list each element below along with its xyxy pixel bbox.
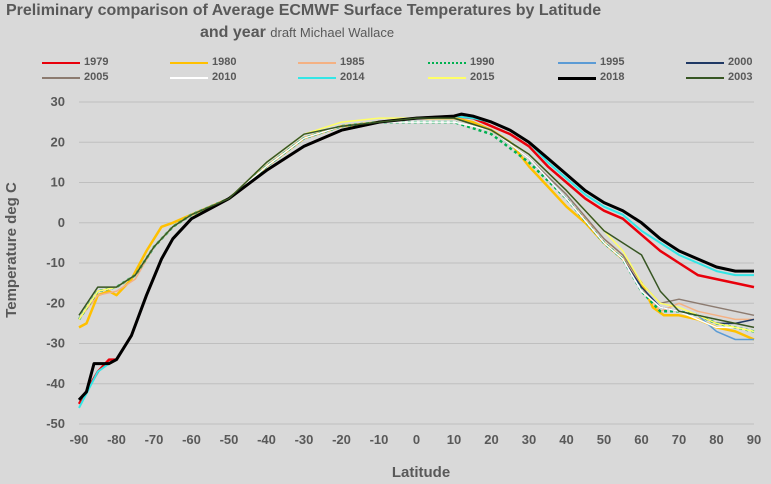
x-tick-label: 70	[672, 432, 686, 447]
y-tick-label: -10	[46, 255, 65, 270]
legend-swatch	[170, 77, 208, 79]
x-tick-label: -60	[182, 432, 201, 447]
chart-title-line2: and year draft Michael Wallace	[200, 24, 394, 42]
series-line-2014	[78, 115, 754, 409]
legend-swatch	[428, 77, 466, 79]
legend-swatch	[298, 77, 336, 79]
x-tick-label: -50	[220, 432, 239, 447]
chart-title: Preliminary comparison of Average ECMWF …	[6, 2, 602, 19]
x-tick-label: -80	[107, 432, 126, 447]
y-tick-label: -20	[46, 295, 65, 310]
x-tick-label: 80	[709, 432, 723, 447]
chart-subtitle: draft Michael Wallace	[270, 25, 395, 40]
legend-swatch	[558, 77, 596, 80]
chart-title-line2-text: and year	[200, 24, 266, 41]
legend-swatch	[170, 62, 208, 64]
legend-swatch	[42, 62, 80, 64]
grid-lines	[79, 101, 754, 425]
x-tick-label: -30	[295, 432, 314, 447]
series-line-1979	[77, 114, 755, 405]
series-line-2010	[78, 121, 755, 333]
legend-swatch	[42, 77, 80, 79]
x-tick-label: -40	[257, 432, 276, 447]
chart-legend: 1979 1980 1985 1990 1995 2000 2005 2010 2014 2015…	[0, 56, 771, 90]
legend-label: 2003	[728, 71, 753, 83]
y-tick-label: -40	[46, 376, 65, 391]
y-tick-label: 20	[51, 134, 65, 149]
y-axis-label: Temperature deg C	[3, 182, 20, 318]
series-line-1980	[78, 116, 755, 341]
x-axis-label: Latitude	[392, 464, 450, 481]
x-tick-label: 90	[747, 432, 761, 447]
x-tick-label: -70	[145, 432, 164, 447]
legend-label: 1980	[212, 56, 237, 68]
x-tick-label: 0	[413, 432, 420, 447]
series-line-2003	[78, 117, 755, 329]
legend-label: 2000	[728, 56, 753, 68]
legend-label: 1990	[470, 56, 495, 68]
y-tick-label: -50	[46, 416, 65, 431]
x-tick-label: -90	[70, 432, 89, 447]
x-tick-label: 20	[484, 432, 498, 447]
legend-label: 2014	[340, 71, 365, 83]
legend-label: 2018	[600, 71, 625, 83]
legend-swatch	[686, 62, 724, 64]
x-tick-label: -20	[332, 432, 351, 447]
legend-swatch	[686, 77, 724, 79]
legend-label: 1979	[84, 56, 109, 68]
legend-swatch	[428, 62, 466, 64]
y-tick-label: 0	[58, 215, 65, 230]
x-tick-label: -10	[370, 432, 389, 447]
legend-swatch	[558, 62, 596, 64]
legend-label: 1995	[600, 56, 625, 68]
legend-label: 2015	[470, 71, 495, 83]
legend-swatch	[298, 62, 336, 64]
legend-label: 1985	[340, 56, 365, 68]
legend-label: 2010	[212, 71, 237, 83]
series-line-2018	[77, 112, 754, 401]
y-tick-label: 10	[51, 175, 65, 190]
y-tick-label: 30	[51, 94, 65, 109]
x-tick-label: 60	[634, 432, 648, 447]
x-tick-label: 10	[447, 432, 461, 447]
y-tick-label: -30	[46, 336, 65, 351]
x-tick-label: 40	[559, 432, 573, 447]
legend-label: 2005	[84, 71, 109, 83]
x-tick-label: 50	[597, 432, 611, 447]
tick-labels: 30 20 10 0 -10 -20 -30 -40 -50 -90 -80 -70 -60 -50 -40…	[46, 94, 761, 447]
series-layer	[77, 112, 755, 409]
x-tick-label: 30	[522, 432, 536, 447]
